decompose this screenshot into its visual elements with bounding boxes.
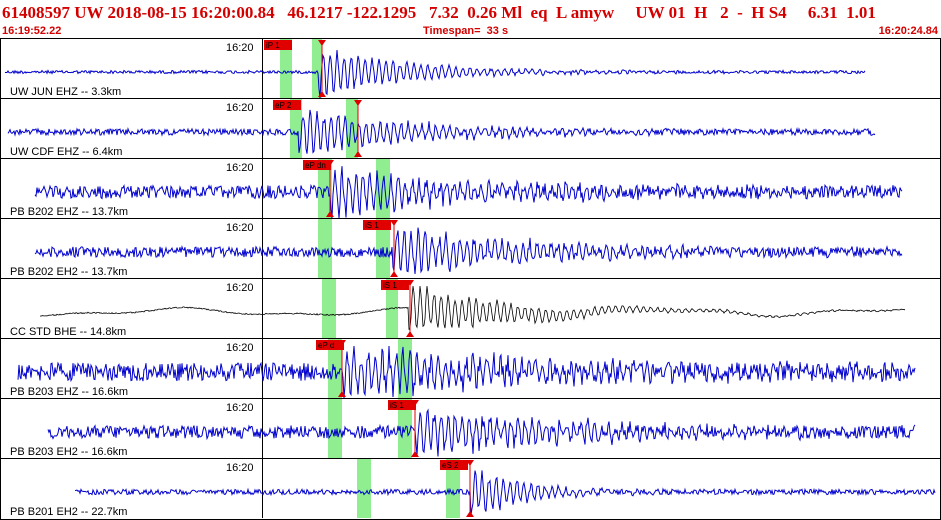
pick-marker-top-triangle-icon [354,100,362,106]
pick-label-text: iS 1 [390,401,404,410]
seismogram-panel[interactable]: 16:20 iP 1 UW JUN EHZ -- 3.3km 16:20 eP 2 UW … [0,38,941,520]
station-label: PB B202 EHZ -- 13.7km [10,206,128,218]
time-tick-label: 16:20 [226,342,254,354]
time-tick-label: 16:20 [226,102,254,114]
pick-marker-top-triangle-icon [326,160,334,166]
waveform-trace [39,285,906,330]
waveform-trace [7,109,876,154]
station-label: PB B202 EH2 -- 13.7km [10,266,127,278]
trace-row[interactable]: 16:20 eS 2 PB B201 EH2 -- 22.7km [0,458,941,519]
trace-row[interactable]: 16:20 iS 1 CC STD BHE -- 14.8km [0,278,941,339]
pick-label-box[interactable] [381,280,409,290]
station-label: UW CDF EHZ -- 6.4km [10,146,122,158]
pick-marker-bottom-triangle-icon [326,211,334,217]
pick-marker-top-triangle-icon [390,220,398,226]
pick-marker-top-triangle-icon [411,400,419,406]
pick-label-text: eP d [318,341,334,350]
time-tick-label: 16:20 [226,462,254,474]
pick-window-band [312,39,322,98]
trace-row[interactable]: 16:20 iS 1 PB B202 EH2 -- 13.7km [0,218,941,279]
pick-label-box[interactable] [264,40,292,50]
trace-row[interactable]: 16:20 iS 1 PB B203 EH2 -- 16.6km [0,398,941,459]
event-header: 61408597 UW 2018-08-15 16:20:00.84 46.12… [0,0,941,38]
station-label: UW JUN EHZ -- 3.3km [10,86,121,98]
pick-label-text: eP 2 [275,101,292,110]
waveform-trace [74,470,936,515]
pick-marker-top-triangle-icon [466,460,474,466]
pick-window-band [322,279,336,338]
time-tick-label: 16:20 [226,402,254,414]
pick-label-text: iP 1 [266,41,280,50]
pick-label-box[interactable] [273,100,301,110]
timespan-label: Timespan= 33 s [423,25,509,37]
time-tick-label: 16:20 [226,162,254,174]
waveform-trace [34,166,903,219]
pick-label-box[interactable] [440,460,468,470]
waveform-trace [4,49,866,99]
pick-window-band [328,399,342,458]
trace-row[interactable]: 16:20 eP 2 UW CDF EHZ -- 6.4km [0,98,941,159]
pick-window-band [318,159,332,218]
pick-window-band [446,459,460,518]
station-label: PB B203 EH2 -- 16.6km [10,446,127,458]
pick-window-band [386,279,398,338]
pick-label-box[interactable] [363,220,391,230]
station-label: CC STD BHE -- 14.8km [10,326,126,338]
pick-window-band [280,39,292,98]
pick-marker-bottom-triangle-icon [318,91,326,97]
pick-marker-top-triangle-icon [318,40,326,46]
end-time-label: 16:20:24.84 [878,25,938,37]
trace-row[interactable]: 16:20 iP 1 UW JUN EHZ -- 3.3km [0,38,941,99]
pick-label-text: iS 1 [365,221,379,230]
time-tick-label: 16:20 [226,222,254,234]
waveform-trace [17,345,916,399]
pick-window-band [357,459,371,518]
pick-marker-bottom-triangle-icon [390,271,398,277]
event-summary-title: 61408597 UW 2018-08-15 16:20:00.84 46.12… [2,3,876,22]
pick-marker-top-triangle-icon [338,340,346,346]
pick-label-text: eP dn [305,161,326,170]
pick-marker-bottom-triangle-icon [354,151,362,157]
pick-label-box[interactable] [316,340,344,350]
pick-marker-bottom-triangle-icon [338,391,346,397]
pick-marker-bottom-triangle-icon [411,451,419,457]
pick-marker-bottom-triangle-icon [466,511,474,517]
pick-marker-bottom-triangle-icon [406,331,414,337]
pick-window-band [398,339,412,398]
pick-label-text: iS 1 [383,281,397,290]
pick-window-band [346,99,358,158]
pick-label-text: eS 2 [442,461,459,470]
trace-row[interactable]: 16:20 eP d PB B203 EHZ -- 16.6km [0,338,941,399]
pick-marker-top-triangle-icon [406,280,414,286]
waveform-trace [34,227,903,274]
time-tick-label: 16:20 [226,42,254,54]
trace-row[interactable]: 16:20 eP dn PB B202 EHZ -- 13.7km [0,158,941,219]
waveform-trace [47,408,916,457]
station-label: PB B201 EH2 -- 22.7km [10,506,127,518]
start-time-label: 16:19:52.22 [2,25,62,37]
time-tick-label: 16:20 [226,282,254,294]
pick-label-box[interactable] [388,400,416,410]
pick-label-box[interactable] [303,160,331,170]
station-label: PB B203 EHZ -- 16.6km [10,386,128,398]
